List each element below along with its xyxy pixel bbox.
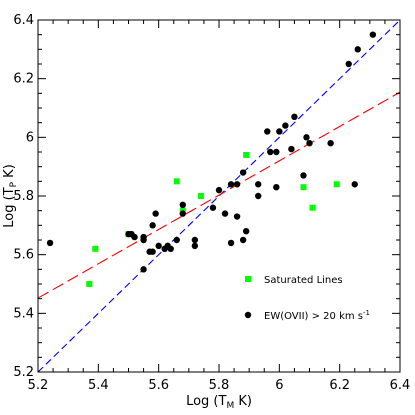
x-ticks: 5.2 5.4 5.6 5.8 6 6.2 6.4 (28, 20, 411, 393)
ew-ovii-point (282, 122, 289, 129)
ew-ovii-point (351, 181, 358, 188)
saturated-point (309, 204, 316, 211)
y-tick-label: 5.4 (13, 306, 34, 321)
ew-ovii-point (149, 248, 156, 255)
points-layer (46, 31, 377, 287)
x-axis-title: Log (TM K) (186, 394, 252, 411)
y-axis-title: Log (TP K) (2, 164, 19, 228)
legend-label-saturated: Saturated Lines (264, 275, 343, 286)
x-tick-label: 6.4 (390, 378, 411, 393)
legend-marker-ew (244, 311, 252, 319)
ew-ovii-point (264, 128, 271, 135)
ew-ovii-point (300, 172, 307, 179)
ew-ovii-point (167, 245, 174, 252)
saturated-point (243, 151, 250, 158)
ew-ovii-point (179, 210, 186, 217)
saturated-point (86, 281, 93, 287)
ew-ovii-point (215, 186, 223, 194)
y-tick-label: 5.2 (13, 365, 34, 380)
ew-ovii-point (306, 140, 313, 147)
ew-ovii-point (233, 213, 241, 220)
ew-ovii-point (267, 148, 274, 156)
ew-ovii-point (288, 145, 295, 153)
ew-ovii-point (255, 181, 262, 188)
y-ticks: 5.2 5.4 5.6 5.8 6 6.2 6.4 (13, 13, 400, 380)
fit-line-blue (37, 19, 401, 373)
x-tick-label: 6.2 (329, 378, 350, 393)
y-tick-label: 5.6 (13, 248, 34, 263)
y-tick-label: 6.2 (13, 72, 34, 87)
saturated-point (333, 181, 340, 188)
saturated-point (173, 178, 180, 185)
ew-ovii-point (239, 169, 247, 176)
ew-ovii-point (155, 242, 162, 250)
ew-ovii-point (140, 266, 147, 273)
ew-ovii-point (191, 242, 199, 250)
ew-ovii-point (276, 128, 283, 135)
ew-ovii-point (152, 210, 159, 217)
ew-ovii-point (140, 233, 147, 241)
ew-ovii-point (191, 236, 199, 244)
ew-ovii-point (233, 181, 241, 188)
ew-ovii-point (273, 184, 280, 191)
ew-ovii-point (227, 181, 235, 188)
ew-ovii-point (179, 201, 186, 208)
saturated-point (300, 184, 307, 191)
ew-ovii-point (291, 113, 298, 121)
x-tick-label: 6 (275, 378, 283, 393)
ew-ovii-point (369, 31, 377, 38)
ew-ovii-point (239, 236, 247, 244)
legend: Saturated Lines EW(OVII) > 20 km s-1 (244, 275, 370, 322)
ew-ovii-point (345, 60, 352, 68)
ew-ovii-point (242, 228, 250, 235)
ew-ovii-point (255, 192, 262, 200)
ew-ovii-point (46, 239, 54, 247)
ew-ovii-point (131, 233, 138, 241)
y-tick-label: 5.8 (13, 189, 34, 204)
y-tick-label: 6 (26, 130, 34, 145)
ew-ovii-point (209, 204, 217, 211)
ew-ovii-point (354, 46, 361, 53)
ew-ovii-point (149, 222, 156, 229)
fit-line-red (37, 91, 401, 299)
saturated-point (197, 193, 204, 199)
legend-label-ew: EW(OVII) > 20 km s-1 (264, 309, 370, 322)
ew-ovii-point (173, 236, 180, 244)
ew-ovii-point (227, 239, 235, 247)
x-tick-label: 5.6 (148, 378, 169, 393)
fit-lines-layer (37, 19, 401, 373)
legend-marker-saturated (245, 276, 251, 282)
ew-ovii-point (303, 134, 310, 141)
x-tick-label: 5.2 (28, 378, 49, 393)
x-tick-label: 5.4 (88, 378, 109, 393)
ew-ovii-point (221, 210, 229, 217)
ew-ovii-point (273, 148, 280, 156)
y-tick-label: 6.4 (13, 13, 34, 28)
saturated-point (92, 245, 99, 252)
x-tick-label: 5.8 (209, 378, 230, 393)
ew-ovii-point (327, 140, 334, 147)
